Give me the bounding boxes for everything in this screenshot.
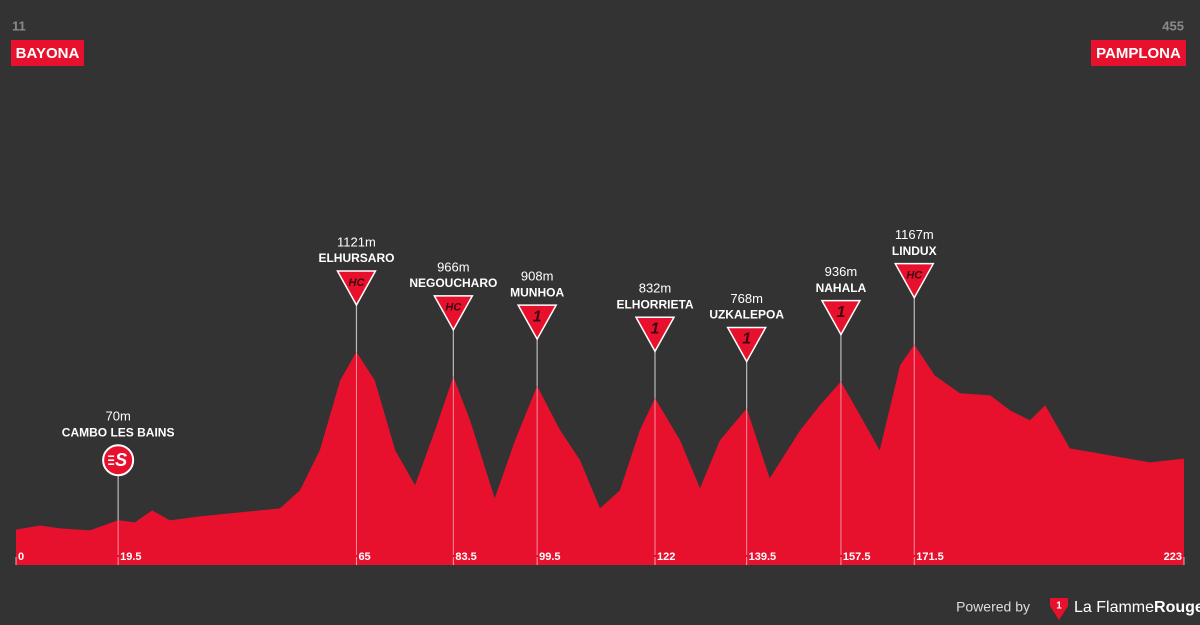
- climb-name: NAHALA: [816, 281, 867, 295]
- plot: 0 19.5 65 83.5 99.5 122 139.5 157.5 171.5 223 S CAM…: [15, 227, 1185, 565]
- km-tick-label: 139.5: [749, 551, 777, 563]
- climb-name: LINDUX: [892, 244, 937, 258]
- powered-by: Powered by: [956, 599, 1030, 615]
- climb-elevation: 936m: [825, 264, 858, 279]
- climb-category: 1: [651, 320, 660, 337]
- brand-light: La Flamme: [1074, 599, 1154, 616]
- climb-elevation: 1167m: [895, 227, 934, 242]
- finish-name: PAMPLONA: [1096, 45, 1181, 62]
- climb-elevation: 1121m: [337, 234, 376, 249]
- climb-name: UZKALEPOA: [709, 308, 784, 322]
- climb-name: NEGOUCHARO: [409, 276, 497, 290]
- km-tick-label: 99.5: [539, 551, 560, 563]
- finish-elevation: 455: [1162, 18, 1184, 33]
- km-tick-label: 19.5: [120, 551, 141, 563]
- climb-elevation: 70m: [105, 409, 130, 424]
- km-tick-label: 157.5: [843, 551, 871, 563]
- climb-name: CAMBO LES BAINS: [62, 425, 175, 439]
- climb-category: HC: [906, 270, 923, 282]
- climb-triangle: [820, 299, 862, 337]
- climb-category: 1: [533, 308, 542, 325]
- climb-category: HC: [349, 277, 366, 289]
- elevation-profile: [16, 344, 1184, 565]
- climb-triangle: [516, 304, 558, 341]
- climb-elevation: 768m: [730, 291, 763, 306]
- km-tick-label: 83.5: [455, 551, 476, 563]
- climb-triangle: [726, 326, 767, 364]
- start-elevation: 11: [12, 18, 26, 33]
- km-tick-label: 122: [657, 551, 675, 563]
- climb-name: MUNHOA: [510, 285, 564, 299]
- start-box: [11, 40, 84, 66]
- start-name: BAYONA: [16, 45, 80, 62]
- climb-category: 1: [742, 331, 751, 348]
- climb-category: 1: [836, 304, 845, 321]
- sprint-icon: [102, 444, 135, 477]
- logo-number: 1: [1056, 601, 1062, 612]
- climb-elevation: 966m: [437, 259, 470, 274]
- km-tick-label: 0: [18, 551, 24, 563]
- finish-box: [1091, 40, 1186, 66]
- climb-triangle: [433, 295, 474, 332]
- climb-triangle: [336, 270, 377, 307]
- logo-icon: [1050, 598, 1068, 620]
- climb-triangle: [634, 316, 676, 353]
- climb-name: ELHURSARO: [318, 251, 394, 265]
- km-tick-label: 171.5: [916, 551, 944, 563]
- climb-name: ELHORRIETA: [616, 297, 693, 311]
- climb-category: S: [115, 450, 127, 470]
- climb-elevation: 832m: [639, 281, 672, 296]
- km-tick-label: 223: [1164, 551, 1182, 563]
- brand-bold: Rouge: [1154, 599, 1200, 616]
- climb-category: HC: [445, 302, 462, 314]
- climb-triangle: [893, 262, 935, 300]
- climb-elevation: 908m: [521, 269, 554, 284]
- km-tick-label: 65: [358, 551, 370, 563]
- brand: La FlammeRouge: [1074, 599, 1200, 616]
